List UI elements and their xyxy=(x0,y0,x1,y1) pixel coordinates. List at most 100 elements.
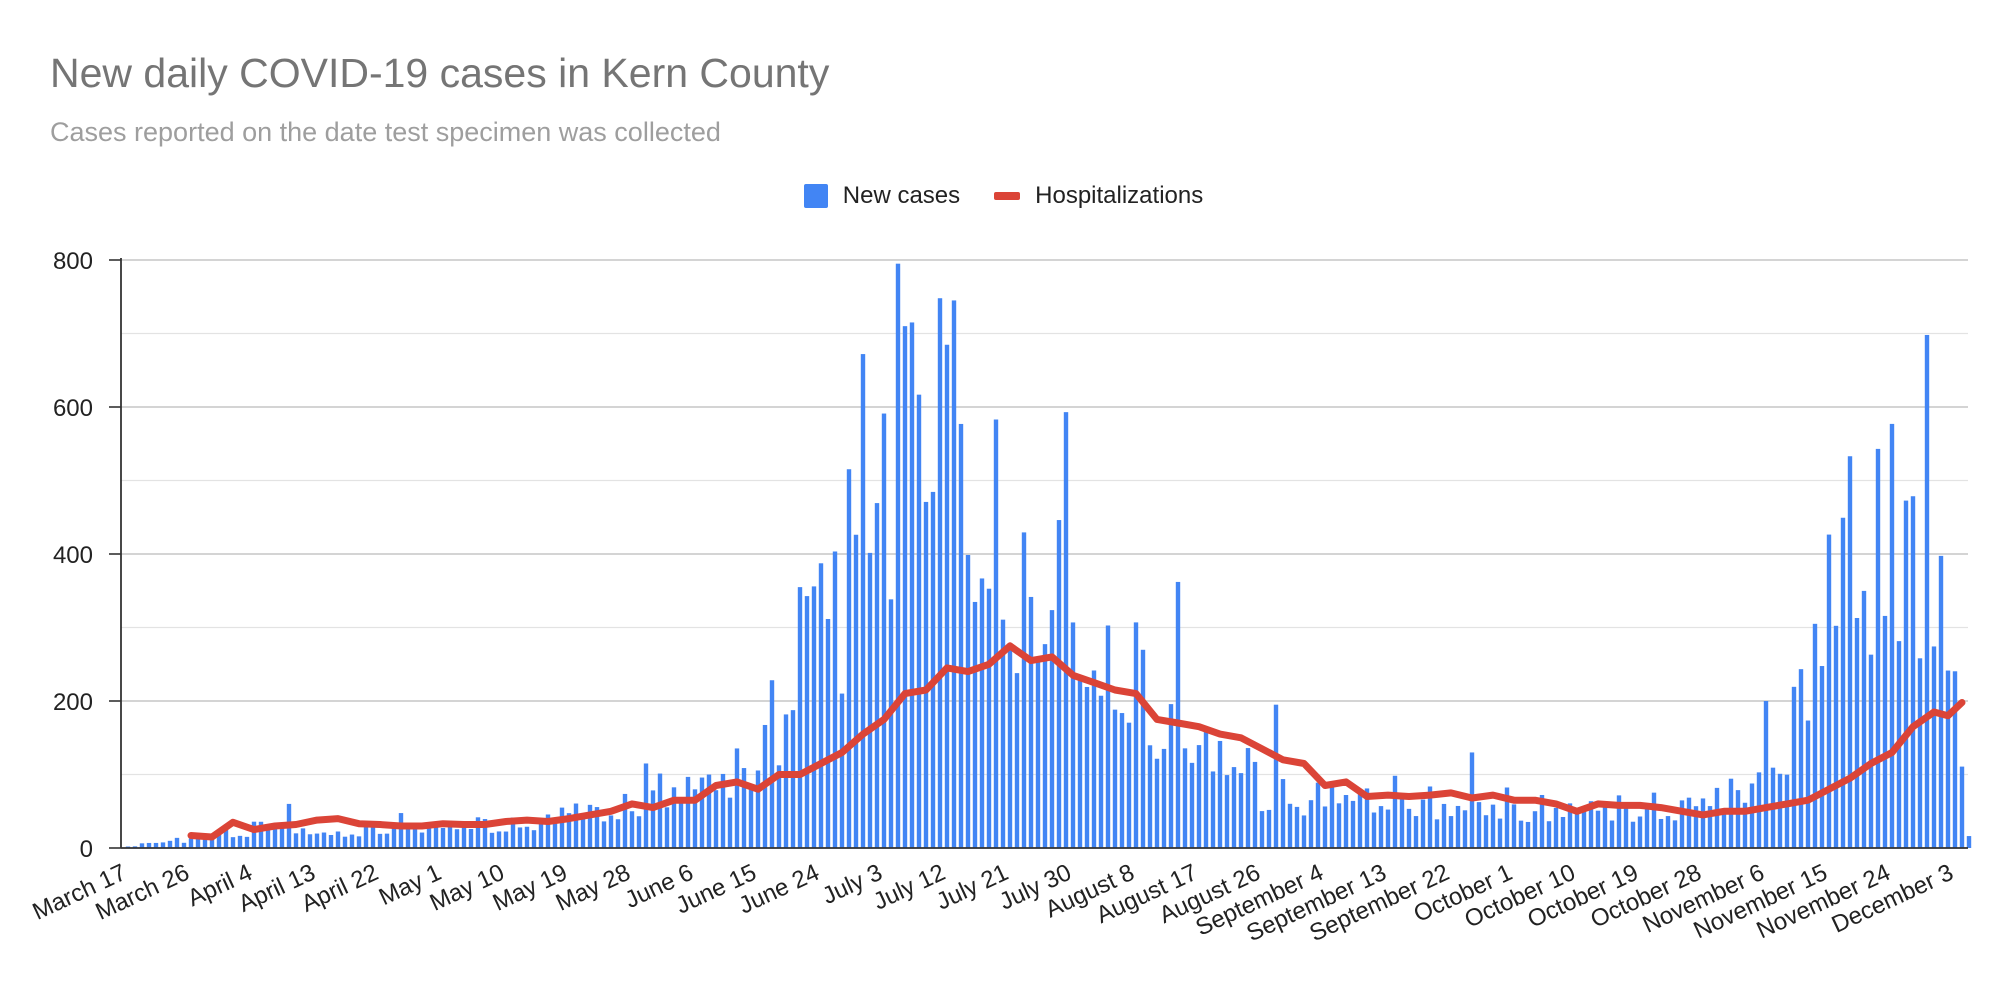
bar-new-cases xyxy=(1525,821,1531,848)
bar-new-cases xyxy=(1175,581,1181,848)
bar-new-cases xyxy=(713,790,719,848)
bar-new-cases xyxy=(895,263,901,848)
bar-new-cases xyxy=(454,829,460,848)
bar-new-cases xyxy=(1693,806,1699,848)
bar-new-cases xyxy=(1063,412,1069,848)
bar-new-cases xyxy=(832,551,838,848)
bar-new-cases xyxy=(594,807,600,848)
bar-new-cases xyxy=(1028,596,1034,848)
bar-new-cases xyxy=(1336,803,1342,848)
bar-series-new-cases xyxy=(125,263,1972,849)
bar-new-cases xyxy=(1266,809,1272,848)
bar-new-cases xyxy=(1294,806,1300,848)
bar-new-cases xyxy=(1630,821,1636,848)
bar-new-cases xyxy=(202,836,208,848)
x-tick-label: July 12 xyxy=(869,859,949,916)
bar-new-cases xyxy=(1595,810,1601,848)
bar-new-cases xyxy=(1826,534,1832,848)
legend-item-new-cases[interactable]: New cases xyxy=(803,182,960,210)
bar-new-cases xyxy=(405,828,411,848)
bar-new-cases xyxy=(503,831,509,848)
bar-new-cases xyxy=(573,803,579,848)
bar-new-cases xyxy=(1140,649,1146,848)
bar-new-cases xyxy=(384,833,390,848)
bar-new-cases xyxy=(181,842,187,848)
bar-new-cases xyxy=(1161,748,1167,848)
bar-new-cases xyxy=(951,300,957,848)
bar-new-cases xyxy=(1105,625,1111,848)
bar-new-cases xyxy=(398,813,404,848)
bar-new-cases xyxy=(755,770,761,848)
bar-new-cases xyxy=(916,394,922,848)
bar-new-cases xyxy=(314,833,320,848)
bar-new-cases xyxy=(1763,701,1769,848)
bar-new-cases xyxy=(1364,788,1370,848)
bar-new-cases xyxy=(1455,805,1461,848)
bar-new-cases xyxy=(1742,802,1748,848)
bar-new-cases xyxy=(937,298,943,849)
bar-new-cases xyxy=(258,821,264,848)
bar-new-cases xyxy=(482,819,488,848)
legend-item-hospitalizations[interactable]: Hospitalizations xyxy=(994,182,1203,210)
bar-new-cases xyxy=(1504,787,1510,848)
bar-new-cases xyxy=(797,587,803,848)
bar-new-cases xyxy=(1343,795,1349,848)
bar-new-cases xyxy=(699,777,705,848)
bar-new-cases xyxy=(965,554,971,848)
bar-new-cases xyxy=(1189,762,1195,848)
bar-new-cases xyxy=(1931,646,1937,848)
bar-new-cases xyxy=(440,827,446,848)
bar-new-cases xyxy=(160,842,166,848)
legend-swatch-new-cases xyxy=(803,184,828,208)
bar-new-cases xyxy=(1448,816,1454,848)
bar-new-cases xyxy=(244,836,250,848)
bar-new-cases xyxy=(1217,740,1223,848)
bar-new-cases xyxy=(1672,820,1678,848)
bar-new-cases xyxy=(426,826,432,848)
bar-new-cases xyxy=(1721,808,1727,848)
y-tick-label: 600 xyxy=(53,395,93,422)
bar-new-cases xyxy=(818,563,824,848)
bar-new-cases xyxy=(1952,671,1958,848)
bar-new-cases xyxy=(1861,590,1867,848)
grid-lines xyxy=(121,259,1968,849)
bar-new-cases xyxy=(1658,818,1664,848)
bar-new-cases xyxy=(1714,787,1720,848)
bar-new-cases xyxy=(370,825,376,848)
bar-new-cases xyxy=(1007,643,1013,848)
bar-new-cases xyxy=(1644,809,1650,848)
bar-new-cases xyxy=(1553,807,1559,848)
bar-new-cases xyxy=(230,837,236,848)
bar-new-cases xyxy=(1798,669,1804,848)
bar-new-cases xyxy=(1357,788,1363,848)
bar-new-cases xyxy=(664,807,670,848)
bar-new-cases xyxy=(1315,782,1321,848)
bar-new-cases xyxy=(496,831,502,848)
bar-new-cases xyxy=(1308,800,1314,848)
bar-new-cases xyxy=(986,588,992,848)
bar-new-cases xyxy=(1098,695,1104,848)
bar-new-cases xyxy=(139,843,145,848)
bar-new-cases xyxy=(888,599,894,848)
bar-new-cases xyxy=(650,790,656,848)
bar-new-cases xyxy=(1840,517,1846,848)
bar-new-cases xyxy=(1567,803,1573,848)
bar-new-cases xyxy=(1476,802,1482,848)
bar-new-cases xyxy=(1133,622,1139,848)
bar-new-cases xyxy=(461,825,467,848)
bar-new-cases xyxy=(524,826,530,848)
bar-new-cases xyxy=(1182,748,1188,848)
bar-new-cases xyxy=(433,821,439,848)
bar-new-cases xyxy=(825,618,831,848)
bar-new-cases xyxy=(1238,773,1244,848)
bar-new-cases xyxy=(1245,748,1251,848)
bar-new-cases xyxy=(1532,811,1538,848)
bar-new-cases xyxy=(1875,448,1881,848)
bar-new-cases xyxy=(1511,804,1517,848)
bar-new-cases xyxy=(419,832,425,848)
bar-new-cases xyxy=(335,831,341,848)
bar-new-cases xyxy=(531,830,537,848)
y-tick-label: 400 xyxy=(53,542,93,569)
bar-new-cases xyxy=(769,680,775,848)
bar-new-cases xyxy=(1042,644,1048,848)
